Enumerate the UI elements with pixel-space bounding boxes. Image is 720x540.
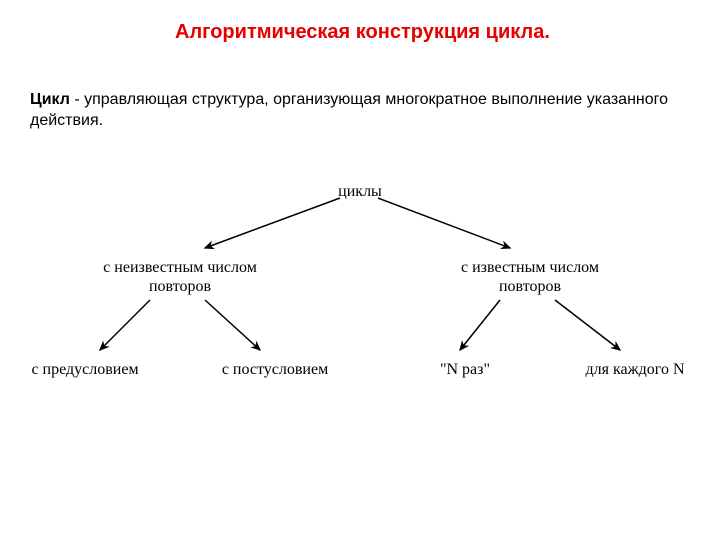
tree-arrows: [0, 170, 720, 430]
tree-edge-3: [205, 300, 260, 350]
tree-edge-5: [555, 300, 620, 350]
tree-edge-2: [100, 300, 150, 350]
tree-node-unknown: с неизвестным числом повторов: [70, 258, 290, 296]
tree-node-ntimes: "N раз": [405, 360, 525, 379]
tree-node-precond: с предусловием: [5, 360, 165, 379]
tree-edge-0: [205, 198, 340, 248]
tree-node-known: с известным числом повторов: [420, 258, 640, 296]
cycle-classification-tree: циклы с неизвестным числом повторов с изве…: [0, 170, 720, 430]
tree-edge-1: [378, 198, 510, 248]
tree-node-foreachN: для каждого N: [555, 360, 715, 379]
definition-text: Цикл - управляющая структура, организующ…: [30, 90, 670, 132]
tree-node-root: циклы: [320, 182, 400, 201]
definition-rest: - управляющая структура, организующая мн…: [30, 91, 668, 129]
slide: Алгоритмическая конструкция цикла. Цикл …: [0, 0, 720, 540]
tree-node-postcond: с постусловием: [195, 360, 355, 379]
tree-edge-4: [460, 300, 500, 350]
definition-term: Цикл: [30, 91, 70, 108]
page-title: Алгоритмическая конструкция цикла.: [175, 20, 575, 45]
